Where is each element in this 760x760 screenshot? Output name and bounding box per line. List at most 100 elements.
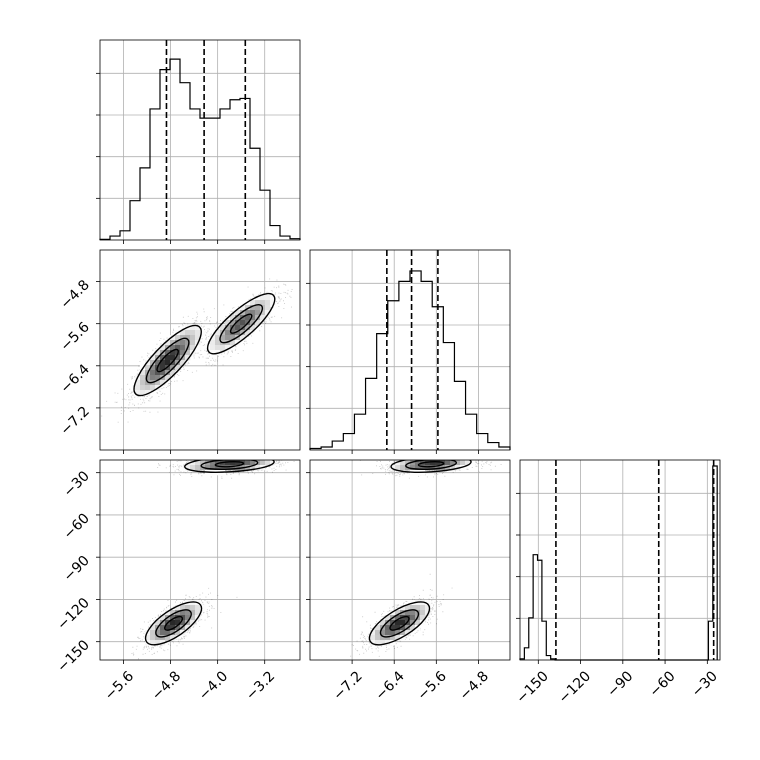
density-cell (140, 380, 146, 386)
density-cell (170, 625, 176, 631)
density-cell (240, 335, 246, 341)
density-cell (210, 465, 216, 471)
contour-line (390, 460, 472, 473)
density-cell (235, 310, 241, 316)
density-cell (460, 460, 466, 466)
density-cell (410, 605, 416, 611)
density-cell (160, 370, 166, 376)
y-tick-label: −7.2 (57, 403, 92, 438)
density-cell (240, 305, 246, 311)
contour-line (206, 292, 276, 355)
density-cell (445, 465, 451, 471)
y-tick-label: −150 (54, 637, 93, 676)
density-cell (170, 350, 176, 356)
density-cell (410, 610, 416, 616)
density-cell (195, 460, 201, 466)
density-cell (230, 315, 236, 321)
density-cell (160, 635, 166, 641)
joint-panel-2-1 (350, 460, 502, 657)
density-cell (410, 620, 416, 626)
density-cell (245, 460, 251, 466)
density-cell (220, 345, 226, 351)
x-tick-label: −150 (513, 668, 552, 707)
density-cell (250, 460, 256, 466)
density-cell (430, 460, 436, 466)
density-cell (375, 625, 381, 631)
density-cell (180, 340, 186, 346)
density-cell (145, 385, 151, 391)
density-cell (145, 365, 151, 371)
density-cell (230, 320, 236, 326)
density-cell (175, 345, 181, 351)
y-tick-label: −5.6 (57, 319, 92, 354)
density-cell (270, 300, 276, 306)
panel-frame-2-0 (99, 459, 301, 661)
density-cell (145, 360, 151, 366)
density-cell (175, 620, 181, 626)
density-cell (190, 615, 196, 621)
density-cell (425, 610, 431, 616)
contour-line (214, 460, 245, 468)
density-cell (415, 620, 421, 626)
contour-line (133, 324, 202, 397)
density-cell (415, 465, 421, 471)
density-cell (255, 310, 261, 316)
density-cell (165, 375, 171, 381)
joint-panel-2-0 (131, 460, 295, 660)
density-cell (235, 320, 241, 326)
density-cell (210, 460, 216, 466)
density-cell (190, 340, 196, 346)
density-cell (165, 625, 171, 631)
density-cell (185, 610, 191, 616)
density-cell (160, 355, 166, 361)
density-cell (250, 320, 256, 326)
density-cell (175, 625, 181, 631)
y-tick-label: −90 (61, 553, 93, 585)
density-cell (155, 635, 161, 641)
density-cell (255, 465, 261, 471)
contour-line (155, 609, 192, 638)
panel-frame-1-1 (309, 249, 511, 451)
density-cell (165, 630, 171, 636)
x-tick-label: −90 (604, 668, 636, 700)
density-cell (160, 625, 166, 631)
density-cell (180, 330, 186, 336)
density-cell (205, 465, 211, 471)
density-cell (250, 305, 256, 311)
density-cell (145, 390, 151, 396)
density-cell (380, 640, 386, 646)
density-cell (170, 630, 176, 636)
density-cell (425, 605, 431, 611)
density-cell (175, 340, 181, 346)
density-cell (370, 640, 376, 646)
density-cell (395, 630, 401, 636)
density-cell (175, 610, 181, 616)
x-tick-label: −5.6 (415, 668, 450, 703)
density-cell (155, 370, 161, 376)
contour-line (229, 313, 253, 334)
density-cell (405, 610, 411, 616)
density-cell (255, 300, 261, 306)
density-cell (400, 625, 406, 631)
density-cell (240, 320, 246, 326)
density-cell (405, 605, 411, 611)
density-cell (390, 635, 396, 641)
histogram-1 (309, 270, 511, 450)
density-cell (190, 325, 196, 331)
density-cell (235, 465, 241, 471)
density-cell (410, 625, 416, 631)
density-cell (210, 340, 216, 346)
contour-line (368, 601, 431, 646)
density-cell (150, 365, 156, 371)
density-cell (165, 355, 171, 361)
density-cell (190, 610, 196, 616)
y-tick-label: −30 (61, 468, 93, 500)
density-cell (150, 370, 156, 376)
density-cell (235, 315, 241, 321)
density-cell (150, 375, 156, 381)
density-cell (470, 460, 476, 466)
density-cell (395, 620, 401, 626)
x-tick-label: −4.0 (196, 668, 231, 703)
panel-frame-2-1 (309, 459, 511, 661)
density-cell (420, 605, 426, 611)
